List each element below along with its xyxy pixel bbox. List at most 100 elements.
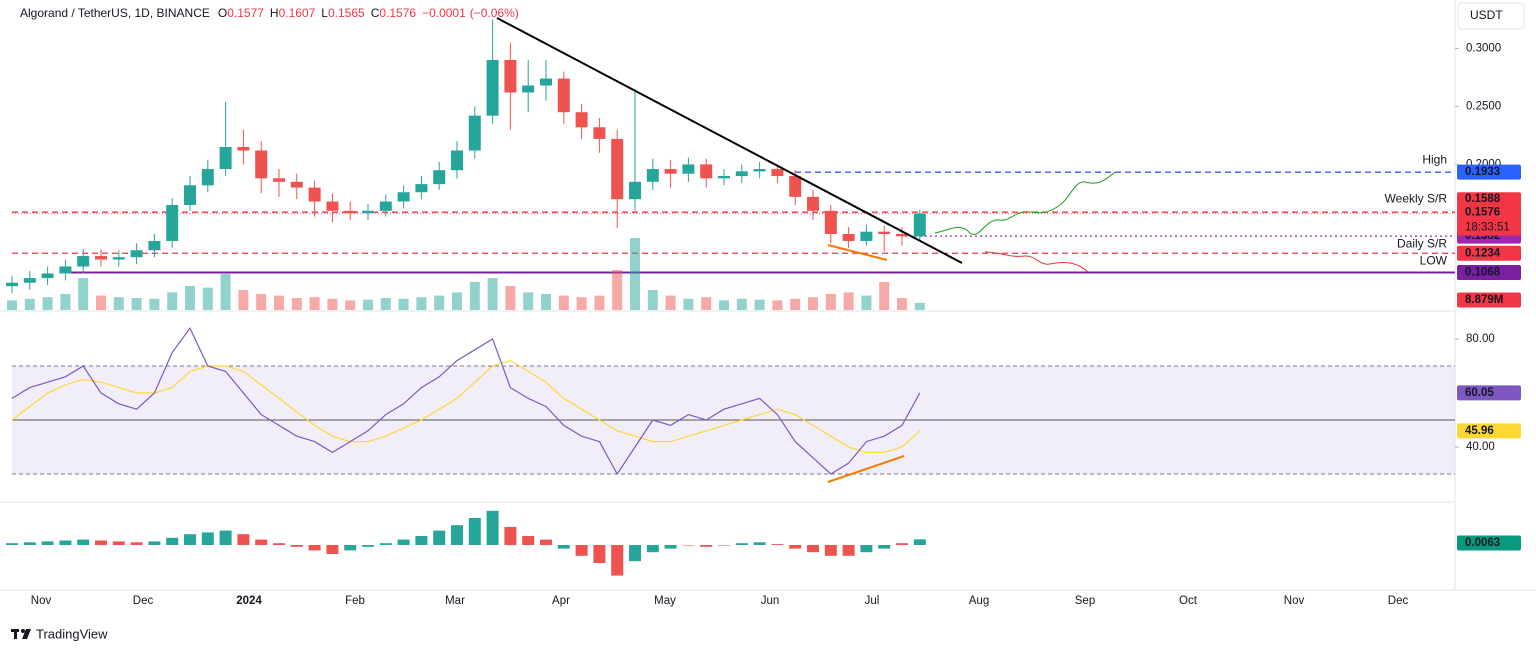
x-tick-label: Aug (969, 595, 989, 607)
macd-bar (664, 545, 677, 549)
volume-bar (167, 292, 178, 310)
volume-last: 8.879M (1465, 294, 1503, 306)
candle-body (166, 205, 179, 241)
level-value: 0.1588 (1465, 193, 1501, 205)
candle-body (77, 256, 90, 267)
volume-bar (861, 295, 872, 310)
volume-bar (843, 292, 854, 310)
volume-bar (630, 238, 640, 310)
volume-last-bg (1457, 292, 1521, 308)
candle-body (201, 169, 214, 186)
logo-mark (22, 629, 31, 639)
candle-body (878, 231, 891, 234)
volume-bar (541, 294, 551, 310)
macd-last-bg (1457, 535, 1521, 551)
candle-body (700, 164, 713, 179)
candle-body (664, 169, 677, 174)
candle-body (468, 115, 481, 151)
ohlc-value: 0.1565 (328, 6, 365, 20)
macd-bar (362, 545, 374, 547)
symbol: Algorand / TetherUS, 1D, BINANCE (20, 6, 210, 20)
legend-header: Algorand / TetherUS, 1D, BINANCE O0.1577 H… (20, 6, 519, 20)
macd-bar (540, 539, 552, 545)
volume-bar (825, 294, 836, 310)
last-price: 0.1576 (1465, 207, 1500, 219)
volume-bar (398, 298, 409, 310)
candle-body (379, 201, 392, 211)
candle-body (824, 210, 837, 234)
candle-body (219, 147, 232, 170)
volume-bar (416, 297, 427, 310)
candle-body (273, 178, 285, 182)
candle-body (557, 78, 570, 113)
candle-body (308, 187, 321, 202)
trendline (496, 17, 963, 264)
macd-bar (718, 545, 730, 546)
change-percent: (−0.06%) (470, 6, 519, 20)
macd-bar (184, 534, 196, 545)
volume-bar (452, 292, 462, 310)
rsi-ma-line (11, 359, 921, 453)
macd-bar (913, 539, 926, 545)
volume-bar (701, 297, 712, 310)
countdown: 18:33:51 (1465, 222, 1510, 234)
macd-bar (397, 539, 410, 545)
candle-body (486, 60, 499, 116)
bearish-projection (984, 251, 1089, 273)
macd-last: 0.0063 (1465, 537, 1500, 549)
x-tick-label: Feb (345, 595, 365, 607)
macd-bar (255, 539, 268, 545)
macd-bar (201, 532, 214, 545)
volume-bar (790, 298, 801, 310)
macd-bar (290, 545, 303, 547)
volume-bar (754, 299, 765, 310)
change: −0.0001 (422, 6, 466, 20)
candle-body (735, 171, 748, 176)
currency-button[interactable] (1457, 2, 1525, 30)
volume-bar (274, 295, 284, 310)
volume-bar (469, 282, 480, 310)
volume-bar (309, 297, 320, 310)
macd-bar (522, 536, 535, 545)
volume-bar (327, 298, 338, 310)
volume-bar (719, 300, 729, 310)
volume-bar (7, 300, 17, 310)
level-name: LOW (1420, 254, 1448, 268)
rsi-tick-label: 80.00 (1466, 333, 1495, 345)
level-name: Weekly S/R (1385, 191, 1448, 205)
candle-body (59, 266, 72, 274)
macd-bar (611, 545, 624, 576)
candle-body (753, 169, 766, 172)
candle-body (611, 138, 624, 200)
rsi-last: 60.05 (1465, 387, 1494, 399)
candle-body (237, 147, 250, 151)
candle-body (397, 192, 410, 202)
volume-bar (594, 295, 605, 310)
macd-bar (700, 545, 713, 547)
candle-body (290, 181, 303, 188)
ohlc-value: 0.1577 (227, 6, 264, 20)
brand: TradingView (36, 626, 108, 641)
volume-bar (647, 290, 658, 310)
x-tick-label: Sep (1075, 595, 1095, 607)
ohlc-value: 0.1607 (279, 6, 316, 20)
volume-bar (736, 298, 747, 310)
candle-body (540, 78, 552, 86)
volume-bar (505, 286, 516, 310)
ohlc-label: C (371, 6, 380, 20)
macd-bar (842, 545, 855, 556)
candle-body (629, 181, 641, 200)
macd-bar (878, 545, 891, 549)
volume-bar (487, 278, 498, 310)
level-value-bg (1457, 164, 1521, 180)
macd-bar (575, 545, 588, 556)
candle-body (718, 176, 730, 179)
candle-body (95, 256, 107, 260)
macd-bar (41, 541, 54, 545)
drawings (496, 17, 1116, 483)
macd-bar (593, 545, 606, 563)
macd-bar (273, 543, 285, 545)
macd-bar (807, 545, 819, 553)
candle-body (896, 234, 908, 237)
